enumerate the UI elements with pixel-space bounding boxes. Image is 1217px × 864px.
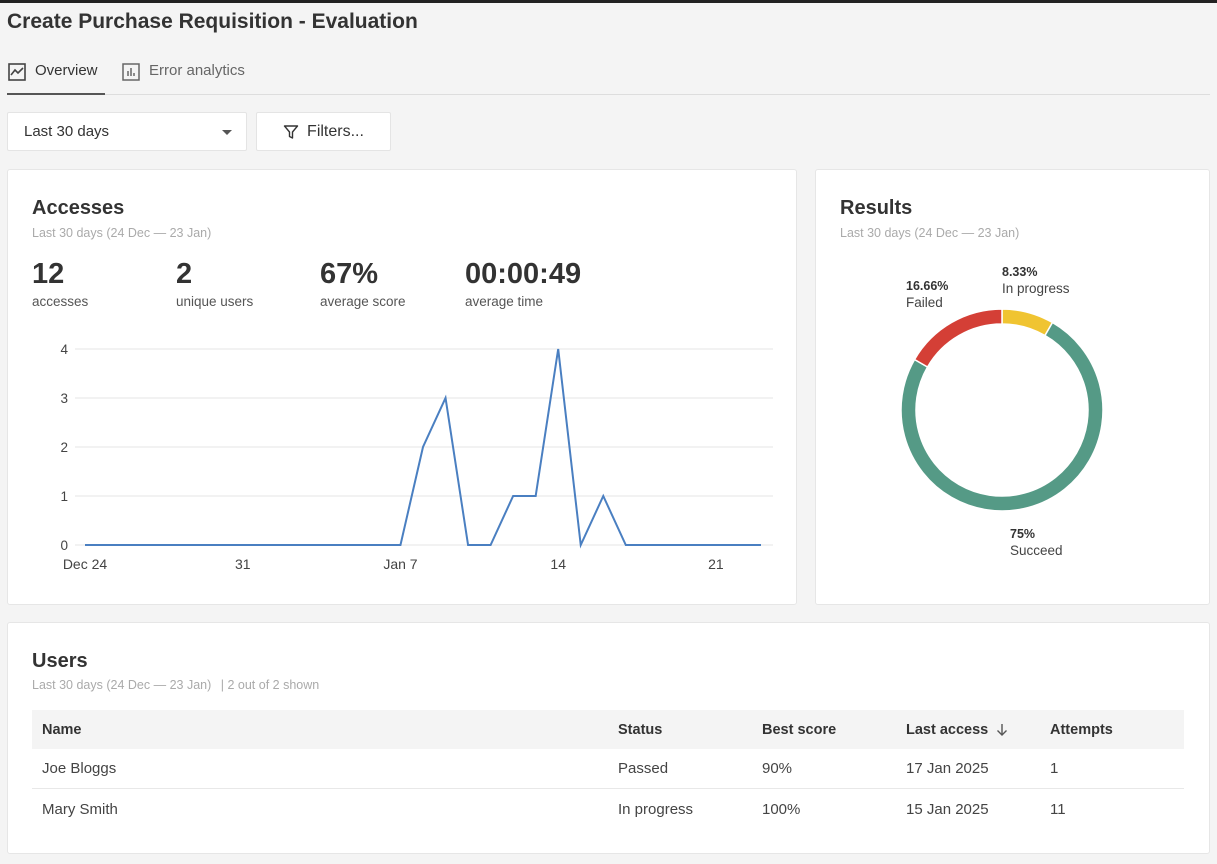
x-tick-label: Dec 24 <box>63 556 108 572</box>
date-range-value: Last 30 days <box>24 123 110 140</box>
x-tick-label: 31 <box>235 556 251 572</box>
cell-best-score: 90% <box>762 760 793 777</box>
stat-accesses: 12 accesses <box>32 258 88 309</box>
slice-value-label: 16.66% <box>906 279 948 293</box>
cell-status: In progress <box>618 800 694 818</box>
cell-name: Joe Bloggs <box>42 760 117 777</box>
table-row[interactable]: Joe Bloggs Passed 90% 17 Jan 2025 1 <box>32 749 1184 789</box>
y-tick-label: 1 <box>60 489 68 504</box>
stat-average-time: 00:00:49 average time <box>465 258 581 309</box>
stat-average-score: 67% average score <box>320 258 406 309</box>
accesses-title: Accesses <box>32 197 125 219</box>
cell-name: Mary Smith <box>42 800 118 818</box>
x-tick-label: Jan 7 <box>383 556 417 572</box>
stat-value: 12 <box>32 258 65 290</box>
y-tick-label: 2 <box>60 440 68 455</box>
accesses-line-chart: 0 1 2 3 4 Dec 24 31 Jan 7 14 21 <box>60 342 773 572</box>
stat-value: 2 <box>176 258 193 290</box>
results-subtitle: Last 30 days (24 Dec — 23 Jan) <box>840 226 1020 240</box>
cell-best-score: 100% <box>762 800 801 818</box>
table-header: Name Status Best score Last access Attem… <box>32 710 1184 749</box>
slice-name-label: Succeed <box>1010 543 1063 558</box>
stat-unique-users: 2 unique users <box>176 258 253 309</box>
stat-value: 00:00:49 <box>465 258 582 290</box>
filters-label: Filters... <box>307 122 364 140</box>
col-last-access[interactable]: Last access <box>906 722 1008 738</box>
line-chart-icon <box>8 63 26 81</box>
col-status[interactable]: Status <box>618 721 663 738</box>
y-tick-label: 0 <box>60 538 68 553</box>
accesses-card: Accesses Last 30 days (24 Dec — 23 Jan) … <box>7 169 797 605</box>
cell-status: Passed <box>618 760 669 777</box>
x-tick-label: 21 <box>708 556 724 572</box>
users-shown-count: | 2 out of 2 shown <box>220 678 320 692</box>
slice-value-label: 75% <box>1010 527 1035 541</box>
stat-label: average time <box>465 294 544 309</box>
stat-label: accesses <box>32 294 89 309</box>
cell-last-access: 17 Jan 2025 <box>906 760 989 777</box>
users-subtitle: Last 30 days (24 Dec — 23 Jan) | 2 out o… <box>32 678 319 692</box>
col-last-access-label: Last access <box>906 721 989 738</box>
accesses-subtitle: Last 30 days (24 Dec — 23 Jan) <box>32 226 212 240</box>
tab-error-analytics-label: Error analytics <box>149 62 245 79</box>
date-range-select[interactable]: Last 30 days <box>7 112 247 151</box>
page-title: Create Purchase Requisition - Evaluation <box>7 10 418 33</box>
col-name[interactable]: Name <box>42 721 82 738</box>
cell-last-access: 15 Jan 2025 <box>906 800 989 818</box>
pie-slice <box>1001 308 1054 337</box>
x-tick-label: 14 <box>550 556 566 572</box>
caret-down-icon <box>222 130 232 135</box>
filters-button[interactable]: Filters... <box>256 112 391 151</box>
tab-error-analytics[interactable]: Error analytics <box>121 58 245 95</box>
cell-attempts: 11 <box>1050 800 1066 818</box>
stat-label: average score <box>320 294 406 309</box>
col-attempts[interactable]: Attempts <box>1050 721 1113 738</box>
y-tick-label: 4 <box>60 342 68 357</box>
results-donut-chart: 8.33% In progress 75% Succeed 16.66% Failed <box>900 265 1104 558</box>
slice-value-label: 8.33% <box>1002 265 1037 279</box>
slice-name-label: In progress <box>1002 281 1070 296</box>
pie-slice <box>913 308 1003 369</box>
cell-attempts: 1 <box>1050 760 1059 777</box>
users-title: Users <box>32 650 88 672</box>
tab-overview[interactable]: Overview <box>7 58 105 95</box>
stat-value: 67% <box>320 258 379 290</box>
slice-name-label: Failed <box>906 295 943 310</box>
users-card: Users Last 30 days (24 Dec — 23 Jan) | 2… <box>7 622 1210 854</box>
col-best-score[interactable]: Best score <box>762 721 837 738</box>
arrow-down-icon <box>997 723 1008 736</box>
filter-icon <box>283 124 299 139</box>
results-title: Results <box>840 197 913 219</box>
stat-label: unique users <box>176 294 254 309</box>
bar-chart-icon <box>122 63 140 81</box>
y-tick-label: 3 <box>60 391 68 406</box>
table-row[interactable]: Mary Smith In progress 100% 15 Jan 2025 … <box>32 789 1184 829</box>
users-range: Last 30 days (24 Dec — 23 Jan) <box>32 678 212 692</box>
users-table: Name Status Best score Last access Attem… <box>32 710 1184 829</box>
results-card: Results Last 30 days (24 Dec — 23 Jan) 8… <box>815 169 1210 605</box>
series-line <box>85 348 761 549</box>
tab-bar: Overview Error analytics <box>7 58 1210 95</box>
tab-overview-label: Overview <box>35 62 98 79</box>
